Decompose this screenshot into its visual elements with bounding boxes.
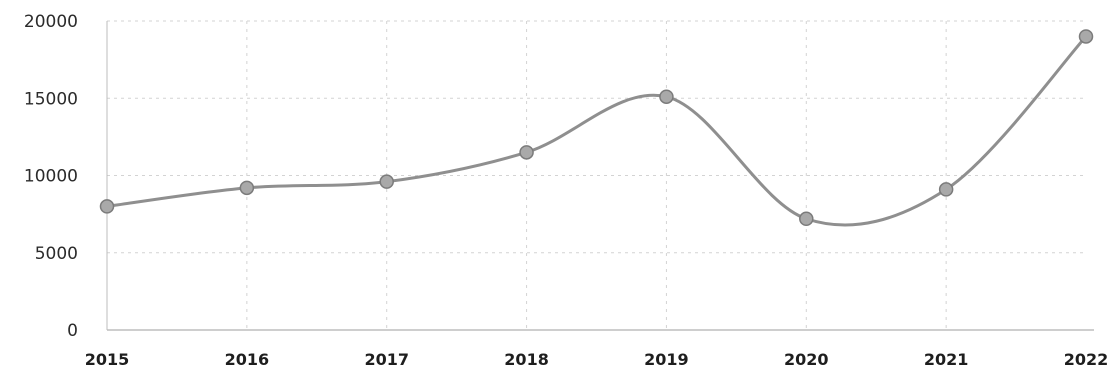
y-tick-label: 5000 bbox=[35, 244, 78, 264]
data-point bbox=[239, 180, 255, 196]
data-point bbox=[99, 199, 115, 214]
data-point bbox=[799, 211, 814, 227]
data-point bbox=[938, 182, 954, 197]
y-tick-label: 0 bbox=[67, 321, 78, 341]
x-axis-ticks: 2015 2016 2017 2018 2019 2020 2021 2022 bbox=[85, 350, 1109, 369]
x-tick-label: 2020 bbox=[784, 350, 829, 369]
data-point bbox=[659, 89, 674, 104]
gridlines bbox=[107, 20, 1086, 330]
y-tick-label: 20000 bbox=[24, 12, 78, 32]
y-axis-ticks: 0 5000 10000 15000 20000 bbox=[24, 12, 78, 341]
series-line bbox=[105, 34, 1088, 227]
y-tick-label: 10000 bbox=[24, 167, 78, 187]
x-tick-label: 2018 bbox=[504, 350, 549, 369]
axes bbox=[106, 21, 1094, 331]
x-tick-label: 2022 bbox=[1064, 350, 1109, 369]
x-tick-label: 2016 bbox=[225, 350, 270, 369]
data-point bbox=[379, 174, 394, 189]
x-tick-label: 2021 bbox=[924, 350, 969, 369]
y-tick-label: 15000 bbox=[24, 89, 78, 109]
data-points bbox=[99, 29, 1094, 227]
data-point bbox=[1078, 29, 1094, 44]
x-tick-label: 2015 bbox=[85, 350, 130, 369]
data-point bbox=[519, 145, 534, 160]
x-tick-label: 2017 bbox=[364, 350, 409, 369]
series bbox=[105, 34, 1088, 227]
x-tick-label: 2019 bbox=[644, 350, 689, 369]
